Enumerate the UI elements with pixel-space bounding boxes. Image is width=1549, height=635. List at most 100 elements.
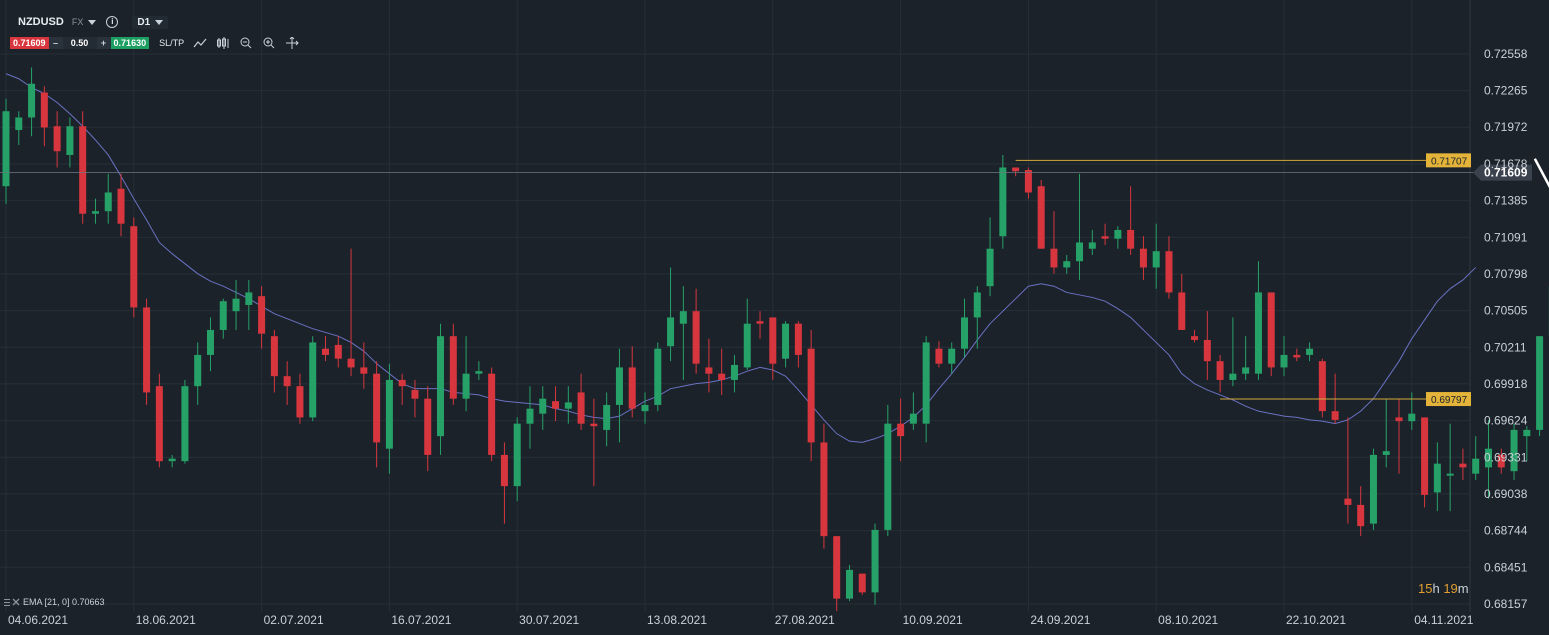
crosshair-move-icon[interactable] [285,36,299,49]
candle-body [692,311,700,364]
timeframe-selector[interactable]: D1 [132,15,169,29]
candle-body [1024,169,1032,193]
current-price-tag-bg [1473,164,1532,181]
indicator-legend: EMA [21, 0] 0.70663 [4,597,105,607]
candle [194,342,202,405]
candle-body [935,348,943,364]
candle [794,321,802,368]
candle [385,363,393,474]
candle-body [1216,361,1224,380]
lot-decrease-button[interactable]: – [48,37,63,49]
price-axis: 0.72558 0.72265 0.71972 0.71678 0.71385 0.710… [1484,47,1528,611]
symbol-dropdown-icon[interactable] [88,19,97,25]
candle [552,386,560,422]
candle-body [155,386,163,462]
buy-price-button[interactable]: 0.71630 [110,37,150,49]
candle-body [590,423,598,427]
candle [1510,423,1518,480]
candle-body [1484,448,1492,468]
candle [398,373,406,405]
candle-body [66,126,74,155]
candle-body [143,307,151,393]
candle-body [1114,229,1122,239]
indicator-settings-icon[interactable] [4,598,20,607]
candle [1191,329,1199,343]
candle [1382,398,1390,468]
price-tick-label: 0.70505 [1484,304,1528,318]
candle [820,423,828,549]
candle [1037,179,1045,249]
candle-body [705,367,713,374]
level-tag-bg [1426,392,1471,407]
price-tick-label: 0.71678 [1484,157,1528,171]
candle [654,342,662,412]
candle [1357,486,1365,537]
candle [1433,442,1441,512]
lot-size-input[interactable]: 0.50 [62,37,97,49]
candle-body [679,311,687,324]
candle [1395,398,1403,474]
candle-body [258,296,266,334]
candle [948,342,956,374]
time-axis: 04.06.2021 18.06.2021 02.07.2021 16.07.2021… [8,613,1474,627]
candle-body [1242,367,1250,374]
candle-body [1088,242,1096,249]
candle [1178,273,1186,330]
candle-body [1369,454,1377,524]
candle [1446,423,1454,512]
sltp-button[interactable]: SL/TP [159,38,185,48]
date-tick-label: 04.06.2021 [8,613,68,627]
candle-body [1203,339,1211,362]
candle-body [782,323,790,359]
candle [871,523,879,605]
candle [1139,236,1147,280]
price-tick-label: 0.69624 [1484,414,1528,428]
candle-body [1076,242,1084,262]
candle [245,279,253,330]
candle [730,354,738,393]
level-tag-bg [1426,153,1471,168]
candle [641,392,649,424]
symbol-header: NZDUSD FX i D1 [8,12,169,32]
sell-price-button[interactable]: 0.71609 [10,37,49,49]
candle [1254,261,1262,380]
candle [1523,426,1531,462]
zoom-out-icon[interactable] [239,37,253,49]
candle-body [1267,292,1275,368]
candle-body [15,117,23,130]
symbol-name[interactable]: NZDUSD [18,16,64,28]
candles-icon[interactable] [216,37,230,49]
candle [679,286,687,380]
candle [756,311,764,339]
trade-bar: 0.71609 – 0.50 + 0.71630 SL/TP [10,36,299,50]
zoom-in-icon[interactable] [262,37,276,49]
candle-body [130,226,138,308]
candle [935,341,943,368]
candle-body [807,348,815,443]
candle [15,111,23,145]
line-chart-icon[interactable] [193,37,207,49]
candle [1012,167,1020,177]
candles [2,67,1549,612]
info-icon[interactable]: i [106,16,119,28]
candle-body [309,342,317,418]
date-tick-label: 24.09.2021 [1030,613,1090,627]
candle [437,323,445,455]
candle-body [1012,167,1020,172]
asset-class: FX [71,17,84,27]
candle-body [845,569,853,599]
candle-body [79,126,87,214]
price-tick-label: 0.70211 [1484,340,1527,354]
candle-body [1165,251,1173,293]
candle-body [411,389,419,399]
lot-increase-button[interactable]: + [96,37,111,49]
price-tick-label: 0.71972 [1484,120,1528,134]
candle-body [245,292,253,305]
candle [475,361,483,380]
candle-body [1306,348,1314,355]
candle-body [948,348,956,364]
candle [1203,311,1211,380]
candle [1484,419,1492,499]
candle-body [1152,251,1160,268]
